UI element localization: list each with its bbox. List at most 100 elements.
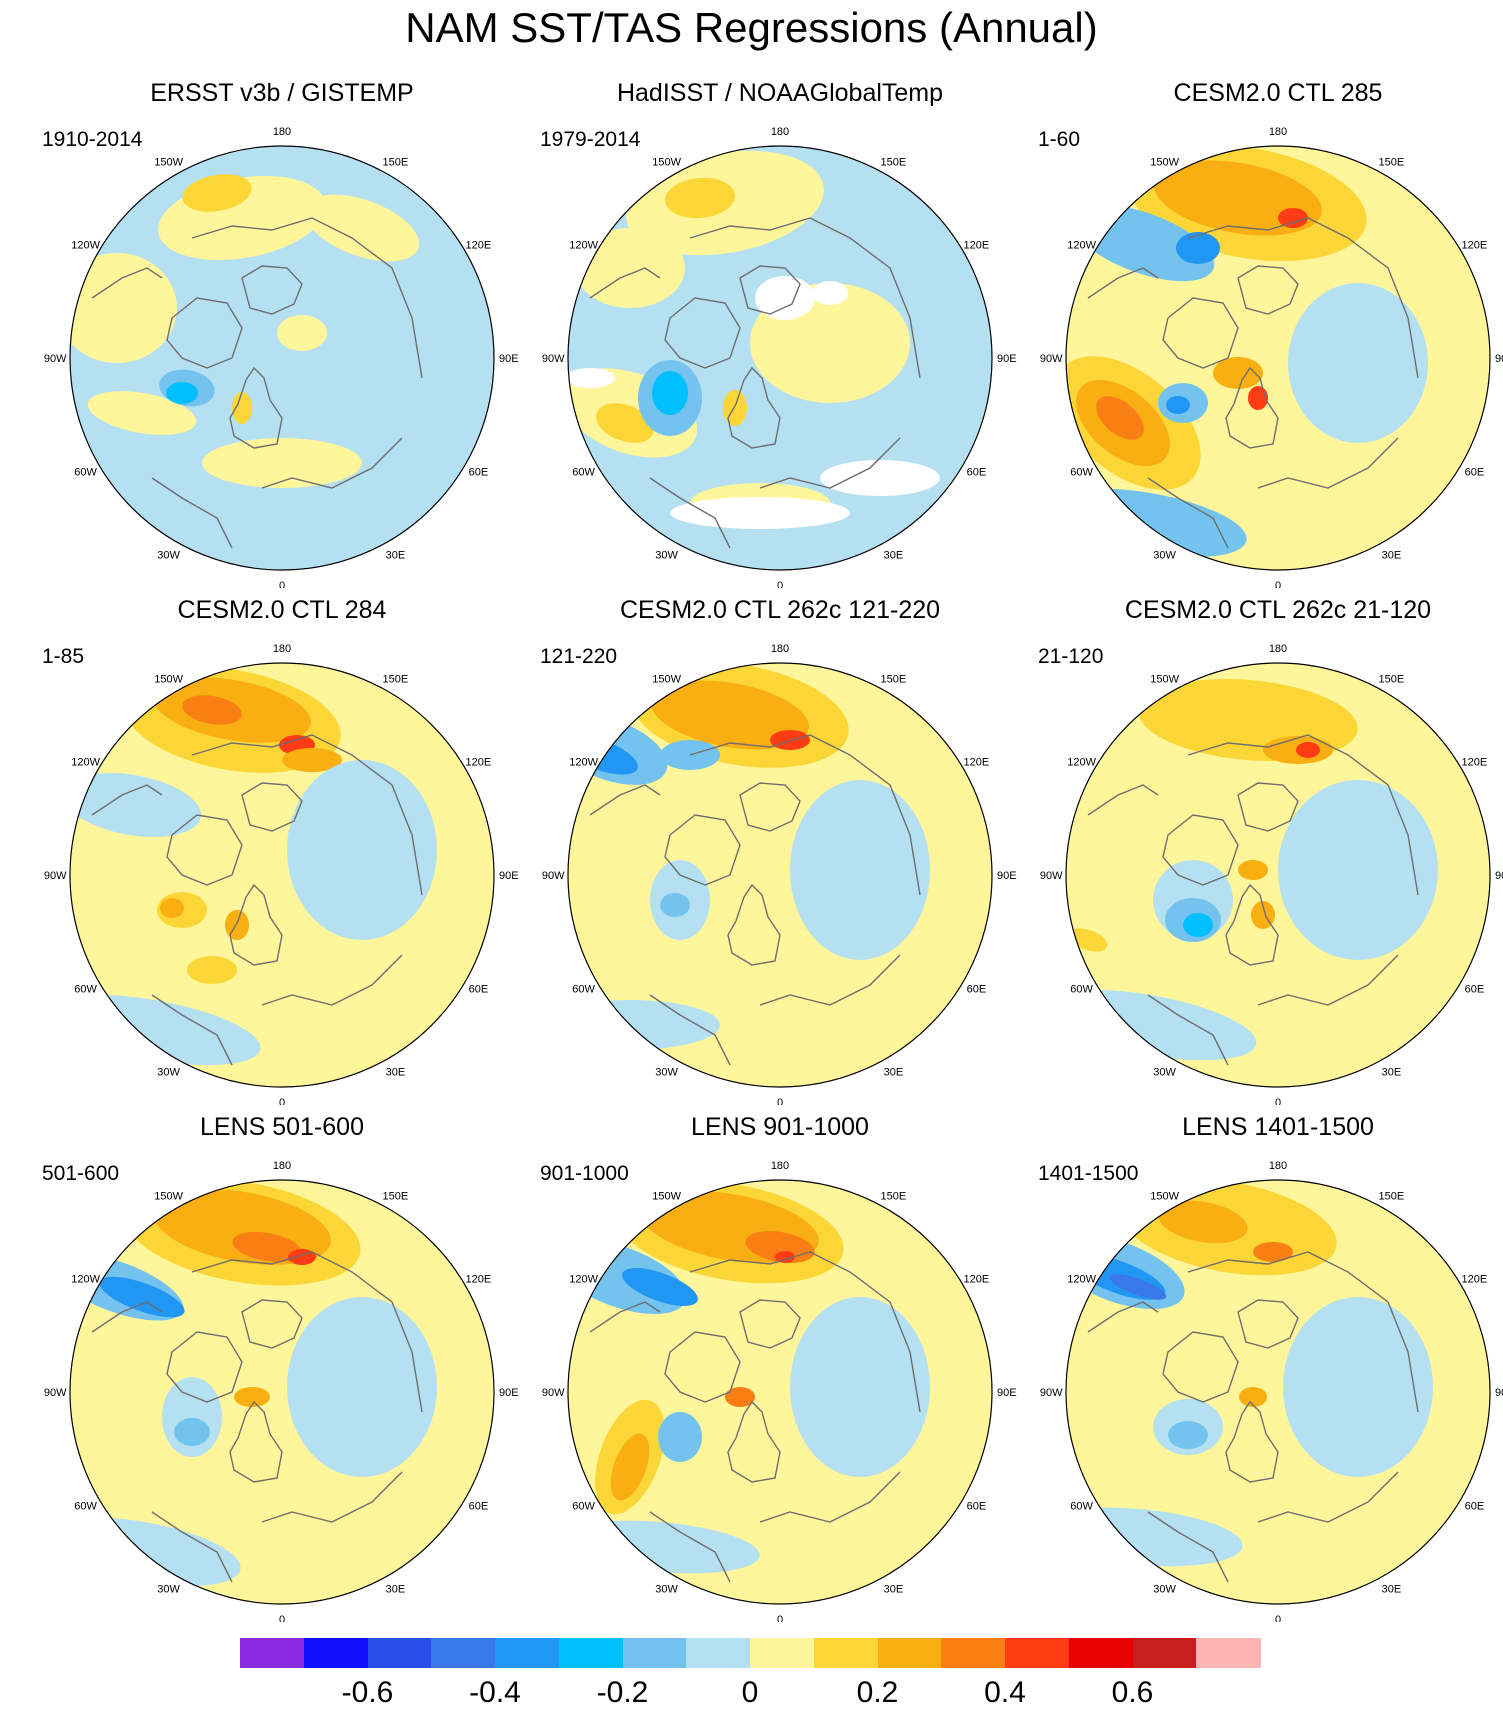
coastline [229, 1400, 283, 1483]
longitude-label: 120W [569, 240, 598, 252]
panel-title: CESM2.0 CTL 284 [177, 596, 387, 624]
anomaly-contour [790, 1297, 930, 1477]
anomaly-field [1066, 663, 1490, 1087]
coastline [191, 734, 423, 896]
longitude-label: 0 [1275, 1097, 1281, 1105]
panel-period-label: 1979-2014 [540, 128, 641, 151]
anomaly-field [568, 663, 992, 1087]
coastline [759, 437, 901, 489]
polar-map: 180 150E 120E 90E 60E 30E 0 30W 60W 90W 120W 150W [1040, 126, 1503, 588]
coastline [1147, 477, 1229, 549]
longitude-label: 150W [652, 674, 681, 686]
coastline [151, 1511, 233, 1583]
colorbar-swatch [367, 1638, 432, 1668]
anomaly-contour [665, 177, 735, 219]
anomaly-contour [775, 1251, 795, 1263]
longitude-label: 30W [157, 549, 180, 561]
map-panel: LENS 501-600 501-600 180 150E 120E 90E 60E 30E 0… [32, 1112, 532, 1622]
coastline [649, 477, 731, 549]
longitude-label: 150W [1150, 157, 1179, 169]
coastline [1187, 217, 1419, 379]
longitude-label: 180 [273, 126, 291, 138]
longitude-label: 180 [273, 1160, 291, 1172]
map-panel: CESM2.0 CTL 262c 21-120 21-120 180 150E 120E… [1028, 595, 1503, 1105]
anomaly-contour [610, 1433, 650, 1501]
missing-data-region [812, 281, 848, 305]
polar-map: 180 150E 120E 90E 60E 30E 0 30W 60W 90W 120W 150W [44, 126, 519, 588]
longitude-label: 30E [386, 1066, 406, 1078]
anomaly-contour [187, 956, 237, 984]
coastline [739, 1299, 801, 1349]
longitude-label: 120W [1067, 757, 1096, 769]
longitude-label: 90E [499, 353, 519, 365]
coastline [151, 477, 233, 549]
anomaly-contour [1248, 386, 1268, 410]
longitude-label: 120E [964, 757, 990, 769]
polar-map: 180 150E 120E 90E 60E 30E 0 30W 60W 90W 120W 150W [44, 1160, 519, 1622]
longitude-label: 0 [279, 580, 285, 588]
longitude-label: 60W [74, 983, 97, 995]
longitude-label: 0 [279, 1097, 285, 1105]
coastline [241, 1299, 303, 1349]
longitude-label: 30W [157, 1066, 180, 1078]
coastline [664, 1331, 741, 1403]
coastline [1087, 784, 1159, 816]
map-border [1065, 145, 1491, 571]
anomaly-contour [202, 438, 362, 488]
map-border [69, 145, 495, 571]
map-panel: CESM2.0 CTL 284 1-85 180 150E 120E 90E 60E 30E 0… [32, 595, 532, 1105]
anomaly-contour [234, 1387, 270, 1407]
longitude-label: 60E [967, 1500, 987, 1512]
longitude-label: 60W [572, 983, 595, 995]
coastline [1147, 994, 1229, 1066]
longitude-label: 150E [881, 674, 907, 686]
map-border [1065, 1179, 1491, 1605]
longitude-label: 180 [1269, 1160, 1287, 1172]
coastline [689, 1251, 921, 1413]
colorbar-swatch [558, 1638, 623, 1668]
longitude-label: 90W [44, 870, 67, 882]
anomaly-contour [652, 371, 688, 415]
anomaly-contour [232, 1231, 302, 1263]
longitude-label: 150W [652, 157, 681, 169]
panel-period-label: 121-220 [540, 645, 618, 668]
longitude-label: 180 [273, 643, 291, 655]
coastline [1147, 1511, 1229, 1583]
anomaly-field [1066, 1180, 1490, 1604]
coastline [589, 784, 661, 816]
coastline [759, 954, 901, 1006]
coastline [261, 1471, 403, 1523]
anomaly-contour [1096, 396, 1144, 440]
coastline [739, 782, 801, 832]
colorbar-swatch [877, 1638, 942, 1668]
coastline [1087, 1301, 1159, 1333]
anomaly-contour [1213, 357, 1263, 389]
longitude-label: 150E [1379, 674, 1405, 686]
longitude-label: 180 [1269, 126, 1287, 138]
longitude-label: 90W [1040, 1387, 1063, 1399]
coastline [261, 954, 403, 1006]
longitude-label: 30E [386, 1583, 406, 1595]
colorbar-tick-label: 0.2 [856, 1676, 899, 1709]
longitude-label: 120W [71, 240, 100, 252]
missing-data-region [568, 368, 615, 388]
longitude-label: 0 [777, 580, 783, 588]
longitude-label: 30W [655, 1583, 678, 1595]
anomaly-contour [1109, 1274, 1167, 1300]
map-panel: ERSST v3b / GISTEMP 1910-2014 180 150E 120E 9… [32, 78, 532, 588]
anomaly-contour [658, 1412, 702, 1462]
longitude-label: 90W [542, 1387, 565, 1399]
colorbar-swatch [686, 1638, 751, 1668]
longitude-label: 150E [881, 1191, 907, 1203]
longitude-label: 30W [1153, 1583, 1176, 1595]
anomaly-field [70, 146, 494, 570]
panel-title: ERSST v3b / GISTEMP [150, 79, 414, 107]
longitude-label: 60W [74, 1500, 97, 1512]
figure-title: NAM SST/TAS Regressions (Annual) [405, 4, 1098, 51]
longitude-label: 0 [279, 1614, 285, 1622]
longitude-label: 120E [964, 240, 990, 252]
map-border [567, 145, 993, 571]
longitude-label: 150E [383, 674, 409, 686]
coastline [1162, 1331, 1239, 1403]
panel-title: LENS 1401-1500 [1182, 1113, 1374, 1141]
